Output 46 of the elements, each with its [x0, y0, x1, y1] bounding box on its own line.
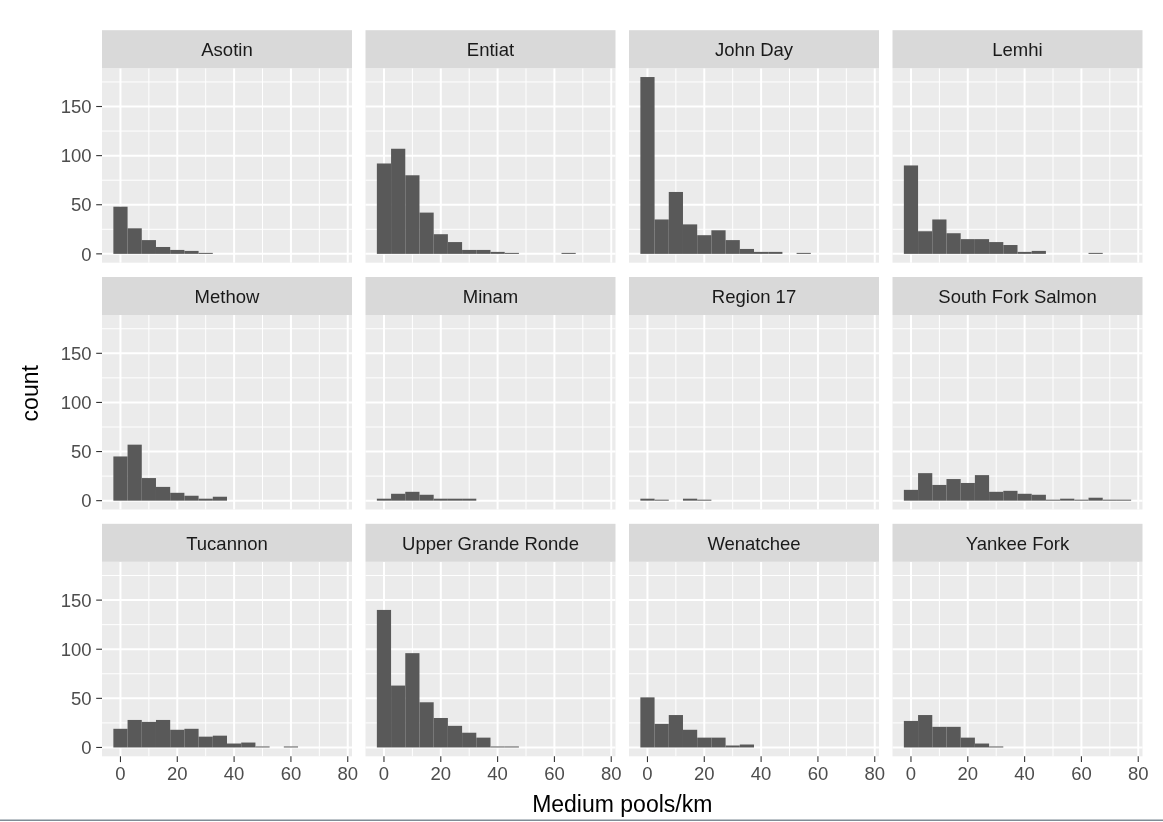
chart-title: Methow	[194, 285, 261, 307]
x-tick-label: 40	[750, 763, 772, 785]
y-tick-label: 100	[60, 638, 92, 660]
y-tick-label: 50	[71, 688, 92, 709]
x-tick-label: 60	[1071, 763, 1092, 785]
y-tick-label: 100	[60, 392, 92, 414]
x-tick-label: 60	[280, 763, 302, 785]
chart-title: Yankee Fork	[965, 532, 1070, 554]
x-tick-label: 0	[115, 763, 126, 785]
x-tick-label: 60	[807, 763, 829, 785]
x-tick-label: 20	[430, 763, 452, 785]
x-tick-label: 40	[223, 763, 245, 785]
chart-title: Upper Grande Ronde	[402, 532, 579, 554]
y-tick-label: 50	[71, 194, 92, 216]
x-tick-label: 80	[600, 763, 622, 785]
y-tick-label: 0	[81, 243, 92, 265]
x-tick-label: 0	[378, 763, 390, 785]
y-tick-label: 0	[81, 490, 92, 512]
x-tick-label: 0	[905, 763, 917, 785]
y-tick-label: 50	[71, 441, 92, 463]
x-tick-label: 20	[694, 763, 715, 785]
chart-title: Lemhi	[992, 38, 1043, 60]
y-tick-label: 150	[60, 96, 92, 118]
x-tick-label: 40	[487, 763, 508, 785]
x-tick-label: 80	[337, 763, 359, 785]
x-tick-label: 60	[544, 763, 565, 785]
y-tick-label: 150	[60, 342, 92, 364]
x-tick-label: 80	[1127, 763, 1149, 785]
chart-title: South Fork Salmon	[938, 285, 1097, 307]
chart-title: Wenatchee	[707, 532, 801, 554]
x-tick-label: 20	[957, 763, 979, 785]
x-axis-title: Medium pools/km	[532, 791, 713, 818]
chart-title: Tucannon	[186, 532, 268, 554]
x-tick-label: 80	[864, 763, 886, 785]
chart-title: Asotin	[201, 38, 253, 60]
y-tick-label: 100	[60, 145, 92, 167]
y-axis-title: count	[17, 364, 43, 422]
x-tick-label: 40	[1014, 763, 1035, 785]
x-tick-label: 20	[167, 763, 188, 785]
y-tick-label: 150	[60, 589, 92, 611]
y-tick-label: 0	[81, 737, 92, 759]
chart-title: Entiat	[466, 38, 515, 60]
x-tick-label: 0	[642, 763, 653, 785]
chart-title: Minam	[462, 285, 519, 307]
chart-title: Region 17	[711, 285, 797, 307]
chart-title: John Day	[714, 38, 794, 60]
